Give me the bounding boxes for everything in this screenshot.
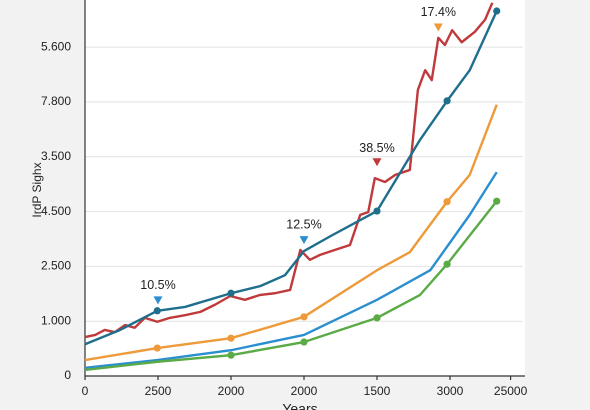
series-line — [84, 104, 498, 362]
annotation: 10.5% — [140, 278, 175, 292]
x-tick-label: 25000 — [494, 384, 528, 398]
annotation-marker — [299, 236, 309, 245]
series-marker — [443, 198, 451, 206]
series-marker — [443, 97, 451, 105]
x-tick-label: 1500 — [364, 384, 391, 398]
series-marker — [227, 334, 235, 342]
series-marker — [153, 307, 161, 315]
y-tick-label: 0 — [64, 368, 71, 382]
annotation: 12.5% — [286, 218, 321, 232]
y-tick-label: 2.500 — [41, 259, 71, 273]
series-marker — [300, 313, 308, 321]
y-axis-label: IrdP Sighx — [30, 162, 44, 217]
annotation-marker — [433, 23, 443, 32]
y-tick-label: 5.600 — [41, 39, 71, 53]
series-marker — [373, 207, 381, 215]
annotation-marker — [153, 296, 163, 305]
x-tick-label: 2000 — [218, 384, 245, 398]
x-axis-label: Years — [282, 401, 317, 410]
x-tick-label: 2000 — [291, 384, 318, 398]
series-marker — [443, 260, 451, 268]
series-marker — [300, 338, 308, 346]
x-tick-label: 3000 — [437, 384, 464, 398]
series-line — [84, 171, 498, 369]
series-marker — [373, 314, 381, 322]
y-tick-label: 1.000 — [41, 313, 71, 327]
series-marker — [227, 351, 235, 359]
series-marker — [153, 344, 161, 352]
x-tick-label: 2500 — [145, 384, 172, 398]
annotation: 17.4% — [421, 5, 456, 19]
annotation: 38.5% — [359, 141, 394, 155]
y-tick-label: 4.500 — [41, 204, 71, 218]
series-line — [84, 10, 498, 346]
series-line — [84, 2, 494, 339]
x-tick-label: 0 — [82, 384, 89, 398]
annotation-marker — [372, 158, 382, 167]
series-marker — [493, 7, 501, 15]
y-tick-label: 7.800 — [41, 94, 71, 108]
series-marker — [493, 197, 501, 205]
series-line — [84, 200, 498, 372]
y-tick-label: 3.500 — [41, 149, 71, 163]
series-marker — [227, 289, 235, 297]
